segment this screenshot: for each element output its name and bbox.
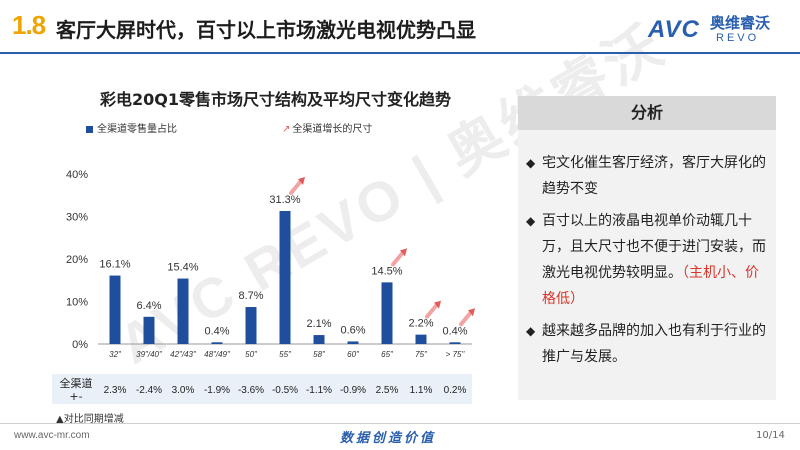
legend-arrow-icon: ↗ [282, 124, 291, 135]
growth-table-cell: 1.1% [410, 385, 433, 396]
growth-row-label: 全渠道+- [59, 377, 93, 403]
x-tick-label: 39"/40" [136, 350, 163, 359]
x-tick-label: 55" [279, 350, 292, 359]
x-tick-label: 42"/43" [170, 350, 197, 359]
section-number: 1.8 [12, 10, 46, 40]
bar-value-label: 0.4% [204, 325, 229, 337]
growth-table-background [52, 374, 472, 404]
diamond-bullet-icon: ◆ [526, 324, 536, 338]
bar [245, 307, 257, 344]
bar-value-label: 31.3% [269, 194, 300, 206]
bar [143, 316, 155, 344]
growth-table-cell: -2.4% [136, 385, 162, 396]
bar [347, 341, 359, 344]
bar [313, 335, 325, 344]
x-tick-label: 60" [347, 350, 360, 359]
bar-value-label: 0.4% [442, 325, 467, 337]
growth-table-cell: 0.2% [444, 385, 467, 396]
growth-arrow-icon [289, 178, 303, 195]
x-tick-label: 58" [313, 350, 326, 359]
bullet-highlight: （主机小、价格低） [542, 265, 759, 307]
analysis-panel-title: 分析 [518, 96, 776, 130]
bar [415, 334, 427, 344]
growth-table-cell: 2.5% [376, 385, 399, 396]
y-tick-label: 10% [66, 297, 88, 309]
bar-value-label: 16.1% [99, 259, 130, 271]
analysis-panel [518, 96, 776, 400]
bar-value-label: 15.4% [167, 262, 198, 274]
page-title: 客厅大屏时代，百寸以上市场激光电视优势凸显 [56, 18, 476, 42]
chart-note: ▲对比同期增减 [56, 414, 124, 425]
bar [279, 210, 291, 344]
growth-arrow-icon [459, 310, 473, 327]
x-tick-label: 50" [245, 350, 258, 359]
growth-table-cell: -0.9% [340, 385, 366, 396]
logo-revo-text: REVO [716, 32, 760, 44]
logo-cn-text: 奥维睿沃 [710, 14, 771, 32]
x-tick-label: 65" [381, 350, 394, 359]
footer-slogan: 数据创造价值 [340, 431, 437, 446]
y-tick-label: 30% [66, 212, 88, 224]
analysis-bullet-text: 宅文化催生客厅经济，客厅大屏化的趋势不变 [542, 150, 772, 202]
bar [177, 278, 189, 344]
growth-arrow-icon [391, 250, 405, 267]
growth-table-cell: 3.0% [172, 385, 195, 396]
growth-arrow-head-icon [298, 176, 305, 185]
x-tick-label: 75" [415, 350, 428, 359]
analysis-bullet-text: 百寸以上的液晶电视单价动辄几十万，且大尺寸也不便于进门安装，而激光电视优势较明显… [542, 208, 772, 312]
chart-title: 彩电20Q1零售市场尺寸结构及平均尺寸变化趋势 [100, 90, 452, 109]
page-number: 10/14 [756, 430, 785, 441]
header-rule [0, 52, 800, 54]
legend-item-share: 全渠道零售量占比 [86, 120, 177, 135]
growth-arrow-head-icon [400, 248, 407, 257]
x-tick-label: 32" [109, 350, 122, 359]
growth-arrow-head-icon [434, 300, 441, 309]
legend-item-growth: ↗ 全渠道增长的尺寸 [282, 120, 372, 135]
growth-arrow-head-icon [468, 308, 475, 317]
avc-revo-logo: AVC 奥维睿沃 REVO [648, 10, 788, 50]
analysis-bullet: ◆ 宅文化催生客厅经济，客厅大屏化的趋势不变 [526, 150, 772, 202]
y-tick-label: 20% [66, 254, 88, 266]
y-tick-label: 40% [66, 169, 88, 181]
bar [211, 342, 223, 344]
growth-table-cell: -1.9% [204, 385, 230, 396]
legend-label-share: 全渠道零售量占比 [97, 124, 177, 135]
bullet-body: 宅文化催生客厅经济，客厅大屏化的趋势不变 [542, 155, 766, 197]
bar-value-label: 14.5% [371, 265, 402, 277]
growth-table-cell: -1.1% [306, 385, 332, 396]
logo-avc-text: AVC [648, 16, 700, 43]
analysis-bullet: ◆ 百寸以上的液晶电视单价动辄几十万，且大尺寸也不便于进门安装，而激光电视优势较明… [526, 208, 772, 312]
y-tick-label: 0% [72, 339, 88, 351]
bar-value-label: 2.1% [306, 318, 331, 330]
analysis-bullet-text: 越来越多品牌的加入也有利于行业的推广与发展。 [542, 318, 772, 370]
bar-value-label: 0.6% [340, 324, 365, 336]
bar-value-label: 8.7% [238, 290, 263, 302]
growth-arrow-icon [425, 302, 439, 319]
analysis-bullets: ◆ 宅文化催生客厅经济，客厅大屏化的趋势不变 ◆ 百寸以上的液晶电视单价动辄几十万，且… [526, 150, 772, 376]
diamond-bullet-icon: ◆ [526, 214, 536, 228]
diamond-bullet-icon: ◆ [526, 156, 536, 170]
bar [449, 342, 461, 344]
bar-value-label: 6.4% [136, 300, 161, 312]
growth-table-cell: 2.3% [104, 385, 127, 396]
growth-table-cell: -3.6% [238, 385, 264, 396]
bar [109, 275, 121, 344]
footer-url: www.avc-mr.com [14, 430, 90, 441]
growth-table-cell: -0.5% [272, 385, 298, 396]
analysis-bullet: ◆ 越来越多品牌的加入也有利于行业的推广与发展。 [526, 318, 772, 370]
legend-label-growth: 全渠道增长的尺寸 [292, 124, 373, 135]
legend-swatch-bar [86, 125, 93, 133]
bar-value-label: 2.2% [408, 318, 433, 330]
bullet-body: 百寸以上的液晶电视单价动辄几十万，且大尺寸也不便于进门安装，而激光电视优势较明显… [542, 213, 766, 281]
x-tick-label: 48"/49" [204, 350, 231, 359]
bar [381, 282, 393, 344]
bullet-body: 越来越多品牌的加入也有利于行业的推广与发展。 [542, 323, 766, 365]
x-tick-label: > 75" [446, 350, 466, 359]
footer-rule [0, 423, 800, 424]
